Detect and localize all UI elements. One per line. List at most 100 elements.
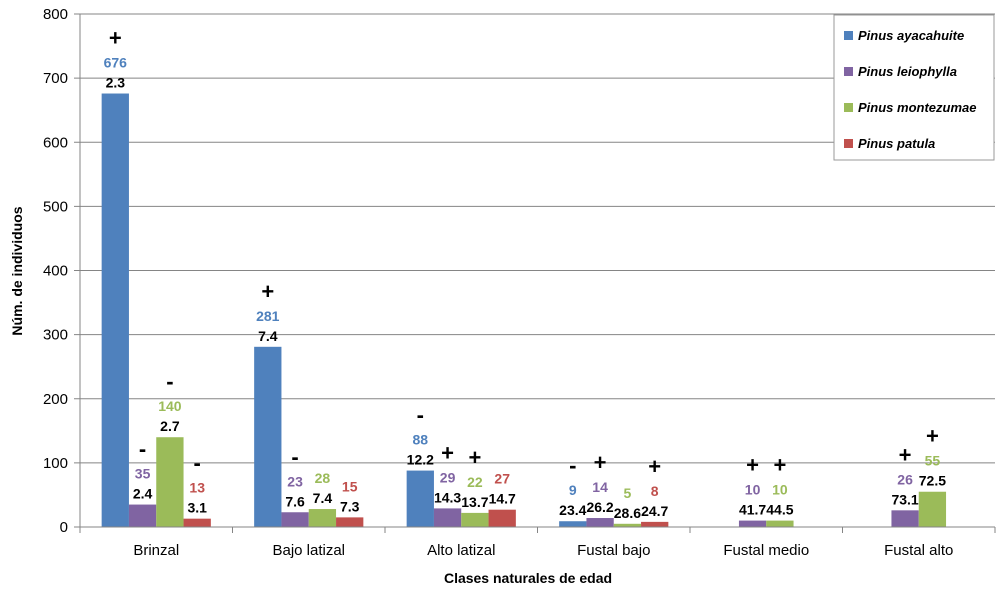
bar [183,518,211,527]
x-tick-label: Fustal alto [884,542,953,559]
average-label: 41.7 [739,502,766,518]
legend-swatch [844,31,853,40]
y-axis-title: Núm. de individuos [9,206,25,335]
significance-sign: - [417,403,424,428]
x-axis-title: Clases naturales de edad [444,570,612,586]
legend-swatch [844,67,853,76]
bar [101,93,129,527]
bar [586,518,614,527]
bar [156,437,184,527]
y-tick-label: 0 [60,519,68,536]
x-tick-label: Bajo latizal [272,542,345,559]
bar [613,523,642,527]
significance-sign: - [139,437,146,462]
count-label: 10 [745,482,761,498]
count-label: 23 [287,473,303,489]
average-label: 7.4 [258,328,278,344]
count-label: 10 [772,482,788,498]
bar [308,509,337,527]
y-tick-label: 600 [43,134,68,151]
count-label: 29 [440,469,456,485]
bar [766,520,794,527]
count-label: 9 [569,482,577,498]
bar [559,521,587,527]
legend: Pinus ayacahuite Pinus leiophylla Pinus mo… [833,14,995,161]
y-tick-label: 100 [43,455,68,472]
count-label: 676 [104,55,128,71]
bar [641,521,669,527]
x-tick-label: Brinzal [133,542,179,559]
gridlines [80,13,995,528]
average-label: 24.7 [641,503,668,519]
average-label: 2.4 [133,486,153,502]
y-tick-label: 300 [43,327,68,344]
bar [281,512,309,527]
count-label: 22 [467,474,483,490]
bar [918,491,947,527]
legend-box [833,14,995,161]
average-label: 28.6 [614,505,641,521]
count-label: 15 [342,478,358,494]
average-label: 73.1 [891,491,918,507]
significance-sign: - [166,369,173,394]
legend-entry: Pinus leiophylla [858,64,957,79]
significance-sign: + [261,279,274,304]
average-label: 2.3 [106,75,126,91]
average-label: 2.7 [160,418,180,434]
count-label: 8 [651,483,659,499]
significance-sign: + [441,440,454,465]
x-tick-label: Fustal bajo [577,542,650,559]
data-labels: 2.3676+7.4281+12.288-23.49-2.435-7.623-1… [104,26,947,521]
x-tick-label: Alto latizal [427,542,495,559]
significance-sign: + [746,453,759,478]
bars [101,93,947,527]
legend-entry: Pinus montezumae [858,100,976,115]
significance-sign: + [773,453,786,478]
significance-sign: + [594,450,607,475]
significance-sign: + [648,454,661,479]
count-label: 14 [592,479,608,495]
significance-sign: + [926,424,939,449]
count-label: 13 [189,480,205,496]
y-tick-label: 700 [43,70,68,87]
average-label: 44.5 [766,502,793,518]
count-label: 28 [315,470,331,486]
count-label: 88 [413,432,429,448]
legend-entry: Pinus ayacahuite [858,28,964,43]
bar [128,504,157,527]
significance-sign: - [291,444,298,469]
bar [433,508,462,527]
significance-sign: - [569,453,576,478]
x-axis-ticks: Brinzal Bajo latizal Alto latizal Fustal ba… [79,526,996,559]
average-label: 7.3 [340,498,360,514]
y-tick-label: 200 [43,391,68,408]
average-label: 13.7 [461,494,488,510]
legend-swatch [844,103,853,112]
bar [891,510,919,527]
legend-swatch [844,139,853,148]
average-label: 7.6 [285,493,305,509]
y-tick-label: 400 [43,263,68,280]
significance-sign: - [194,451,201,476]
count-label: 281 [256,308,280,324]
bar [336,517,364,527]
average-label: 14.7 [489,491,516,507]
average-label: 23.4 [559,502,586,518]
average-label: 3.1 [187,500,207,516]
average-label: 72.5 [919,473,946,489]
significance-sign: + [468,445,481,470]
bar [254,346,282,527]
bar [488,509,516,527]
y-axis-ticks: 0 100 200 300 400 500 600 700 800 [43,6,81,536]
average-label: 26.2 [586,499,613,515]
legend-entry: Pinus patula [858,136,935,151]
count-label: 55 [925,453,941,469]
count-label: 35 [135,466,151,482]
count-label: 26 [897,471,913,487]
average-label: 12.2 [407,452,434,468]
y-tick-label: 800 [43,6,68,23]
count-label: 5 [624,485,632,501]
bar [406,470,434,527]
significance-sign: + [899,442,912,467]
average-label: 7.4 [313,490,333,506]
